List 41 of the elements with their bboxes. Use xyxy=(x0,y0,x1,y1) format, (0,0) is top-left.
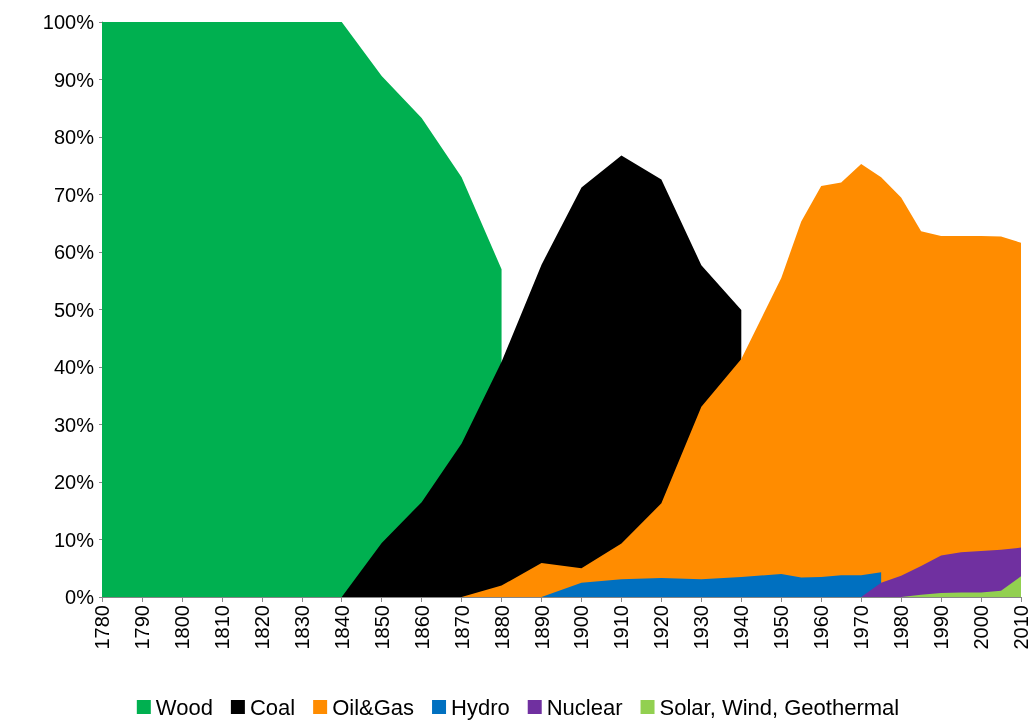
y-tick-label: 100% xyxy=(42,11,95,33)
x-tick-label: 1960 xyxy=(810,605,833,650)
x-tick-label: 1810 xyxy=(210,605,233,650)
x-tick-label: 2010 xyxy=(1010,605,1032,650)
x-tick-label: 1970 xyxy=(850,605,873,650)
x-tick-label: 1880 xyxy=(490,605,513,650)
legend-label: Oil&Gas xyxy=(332,694,415,720)
y-tick-label: 70% xyxy=(53,183,95,206)
x-tick-label: 1980 xyxy=(890,605,913,650)
legend-label: Wood xyxy=(155,694,213,720)
x-tick-label: 1950 xyxy=(770,605,793,650)
x-tick-label: 2000 xyxy=(970,605,993,650)
x-tick-label: 1840 xyxy=(330,605,353,650)
x-tick-label: 1910 xyxy=(610,605,633,650)
legend-label: Hydro xyxy=(451,694,510,720)
x-tick-label: 1900 xyxy=(570,605,593,650)
y-tick-label: 50% xyxy=(53,298,95,321)
x-tick-label: 1850 xyxy=(370,605,393,650)
x-tick-label: 1990 xyxy=(930,605,953,650)
y-tick-label: 40% xyxy=(53,356,95,378)
y-tick-label: 90% xyxy=(53,68,95,91)
x-tick-label: 1820 xyxy=(250,605,273,650)
legend-label: Nuclear xyxy=(546,694,623,720)
y-tick-label: 60% xyxy=(53,241,95,263)
x-tick-label: 1930 xyxy=(690,605,713,650)
legend-label: Solar, Wind, Geothermal xyxy=(659,694,900,720)
legend-label: Coal xyxy=(249,694,296,720)
y-tick-label: 80% xyxy=(53,126,95,148)
x-tick-label: 1780 xyxy=(91,605,113,650)
x-tick-label: 1870 xyxy=(450,605,473,650)
x-tick-label: 1790 xyxy=(130,605,153,650)
y-tick-label: 0% xyxy=(65,586,95,608)
y-tick-label: 20% xyxy=(53,471,95,493)
x-tick-label: 1800 xyxy=(170,605,193,650)
y-tick-label: 30% xyxy=(53,413,95,436)
x-tick-label: 1890 xyxy=(530,605,553,650)
x-tick-label: 1860 xyxy=(410,605,433,650)
x-tick-label: 1830 xyxy=(290,605,313,650)
x-tick-label: 1940 xyxy=(730,605,753,650)
x-tick-label: 1920 xyxy=(650,605,673,650)
y-tick-label: 10% xyxy=(53,528,95,551)
